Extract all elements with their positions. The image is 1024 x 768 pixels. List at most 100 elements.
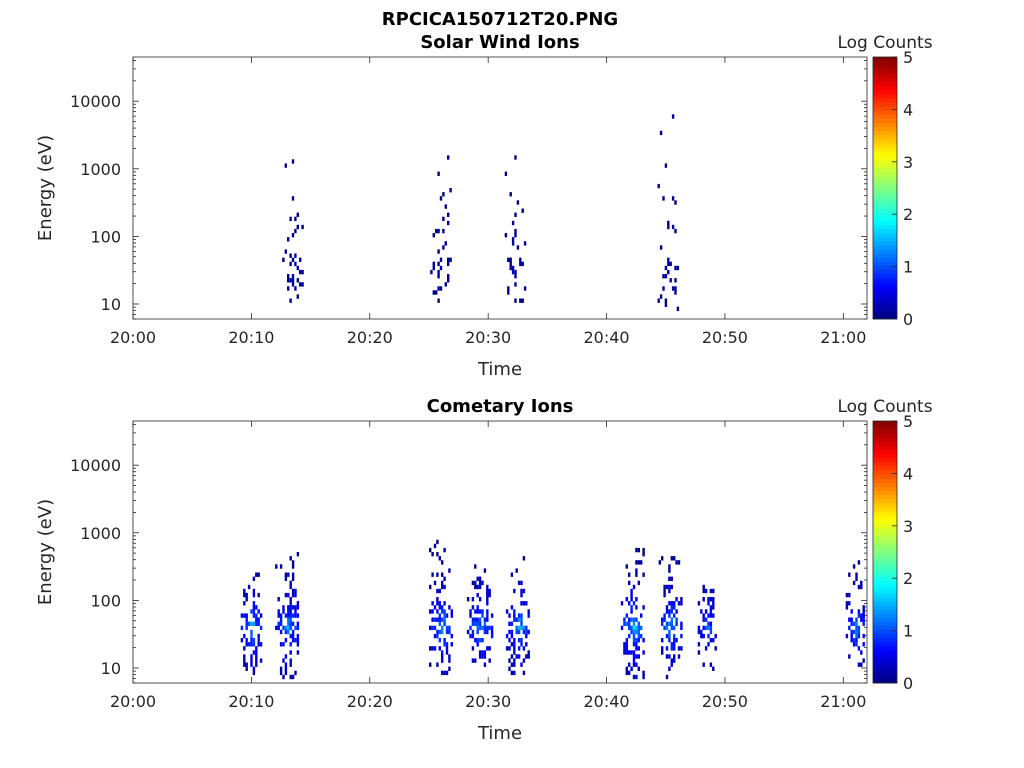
spectrogram-cell [438,638,441,643]
colorbar-swatch [873,539,897,545]
spectrogram-cell [632,621,636,626]
spectrogram-cell [437,286,440,291]
spectrogram-cell [514,212,517,217]
spectrogram-cell [478,576,482,581]
spectrogram-cell [664,302,668,307]
spectrogram-cell [661,646,664,651]
spectrogram-cell [527,613,530,618]
spectrogram-cell [862,621,865,626]
spectrogram-cell [247,621,251,626]
spectrogram-cell [675,560,678,565]
colorbar-swatch [873,65,897,70]
spectrogram-cell [669,261,672,267]
spectrogram-cell [284,613,288,618]
spectrogram-cell [250,658,253,663]
colorbar-tick-label: 1 [903,258,913,277]
spectrogram-cell [845,605,849,610]
spectrogram-cell [709,638,713,643]
y-tick-label: 1000 [80,524,121,543]
spectrogram-cell [860,613,863,618]
colorbar-swatch [873,654,897,659]
spectrogram-cell [287,286,290,291]
spectrogram-cell [282,605,285,610]
spectrogram-cell [441,670,444,676]
spectrogram-cell [296,278,299,283]
spectrogram-cell [252,576,256,581]
y-tick-label: 100 [90,591,121,610]
spectrogram-cell [486,609,489,614]
colorbar-tick-label: 0 [903,310,913,329]
spectrogram-cell [709,588,713,594]
spectrogram-cell [294,253,297,258]
colorbar-swatch [873,93,897,99]
spectrogram-cell [435,228,438,234]
spectrogram-cell [517,625,521,631]
spectrogram-cell [670,609,673,614]
spectrogram-cell [523,286,527,291]
plot-frame [132,56,868,320]
spectrogram-cell [301,282,304,287]
spectrogram-cell [431,601,434,606]
spectrogram-cell [517,580,521,586]
spectrogram-cell [445,613,449,618]
colorbar-swatch [873,482,897,487]
spectrogram-cell [483,617,487,622]
spectrogram-cell [443,601,446,606]
spectrogram-cell [620,625,624,631]
colorbar-tick-label: 2 [903,569,913,588]
spectrogram-cell [673,625,676,631]
spectrogram-cell [514,155,517,160]
spectrogram-cell [481,650,484,655]
spectrogram-cell [525,633,528,639]
spectrogram-cell [507,257,510,262]
spectrogram-cell [287,274,290,279]
spectrogram-cell [437,298,440,303]
colorbar-swatch [873,445,897,451]
spectrogram-cell [702,588,705,594]
spectrogram-cell [275,564,278,569]
spectrogram-cell [665,605,669,610]
spectrogram-cell [677,601,681,606]
spectrogram-cell [857,560,861,565]
spectrogram-cell [712,597,715,602]
spectrogram-cell [257,642,260,647]
spectrogram-cell [704,609,708,614]
spectrogram-cell [513,662,516,667]
spectrogram-cell [640,625,643,631]
spectrogram-cell [486,588,489,594]
spectrogram-cell [429,662,432,667]
spectrogram-cell [433,617,437,622]
spectrogram-cell [848,592,851,598]
spectrogram-cell [431,552,434,557]
spectrogram-cell [702,662,705,667]
colorbar-swatch [873,179,897,185]
spectrogram-cell [439,286,443,291]
spectrogram-cell [712,605,715,610]
spectrogram-cell [252,588,256,594]
spectrogram-cell [445,670,449,676]
spectrogram-cell [628,650,631,655]
colorbar-tick-label: 4 [903,100,913,119]
spectrogram-cell [287,625,290,631]
spectrogram-cell [437,228,440,234]
spectrogram-cell [287,237,290,242]
spectrogram-cell [299,269,302,275]
spectrogram-cell [490,629,494,635]
spectrogram-cell [668,666,671,671]
spectrogram-cell [635,629,638,635]
spectrogram-cell [438,556,441,561]
spectrogram-cell [521,298,524,303]
spectrogram-cell [486,601,489,606]
spectrogram-cell [433,625,437,631]
spectrogram-cell [514,274,517,279]
colorbar-swatch [873,625,897,631]
spectrogram-cell [299,282,302,287]
colorbar-swatch [873,183,897,189]
spectrogram-cell [862,633,865,639]
spectrogram-cell [522,670,526,676]
spectrogram-cell [712,601,715,606]
spectrogram-cell [520,617,523,622]
spectrogram-cell [520,613,523,618]
spectrogram-cell [289,556,292,561]
